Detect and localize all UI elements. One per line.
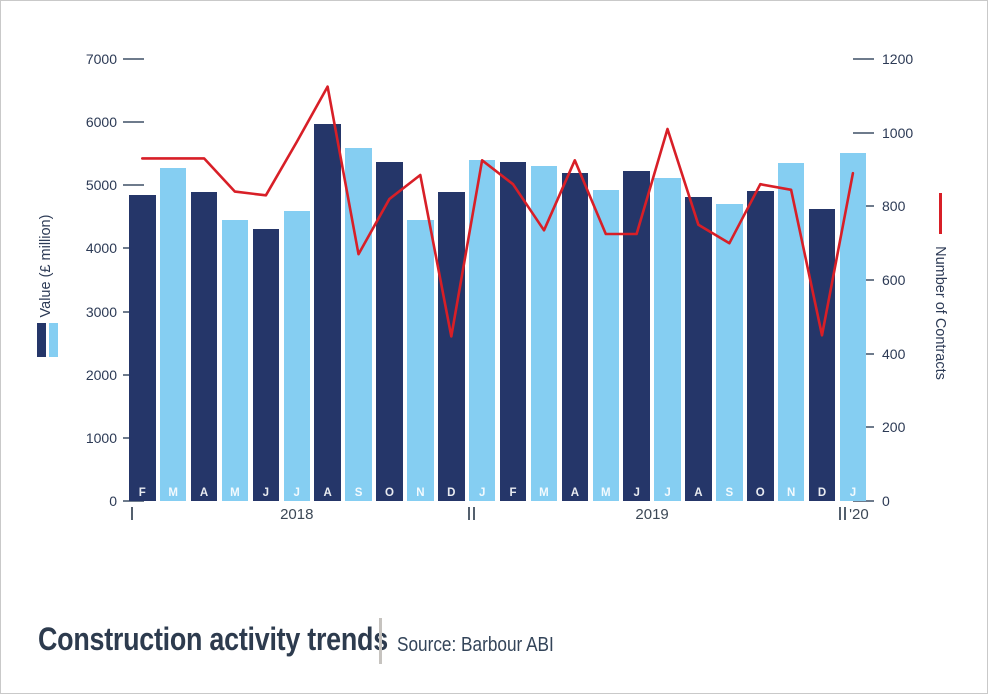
right-axis-tick xyxy=(853,500,874,502)
left-axis-tick-label: 7000 xyxy=(85,51,117,67)
right-axis-title: Number of Contracts xyxy=(932,246,948,380)
year-separator-mark xyxy=(473,507,476,520)
right-axis-tick xyxy=(853,131,874,134)
value-bar: A xyxy=(685,196,712,501)
year-separator-mark xyxy=(467,507,470,520)
month-label: F xyxy=(509,486,517,499)
source-label: Source: Barbour ABI xyxy=(397,634,554,656)
month-label: A xyxy=(323,486,332,499)
year-separator-mark xyxy=(844,507,847,520)
left-axis-tick-label: 1000 xyxy=(85,429,117,446)
value-bar: J xyxy=(468,160,496,501)
value-bar: S xyxy=(345,148,372,501)
month-label: S xyxy=(725,486,734,499)
month-label: M xyxy=(539,486,549,499)
value-bar: N xyxy=(777,163,805,501)
year-label: '20 xyxy=(849,506,869,523)
month-label: O xyxy=(755,486,765,499)
month-label: N xyxy=(416,486,425,499)
right-axis-tick-label: 0 xyxy=(882,493,890,509)
month-label: O xyxy=(384,486,394,499)
value-bar: A xyxy=(314,124,341,501)
value-bar: D xyxy=(808,209,836,501)
value-bar: J xyxy=(839,153,867,501)
right-axis-tick-label: 1000 xyxy=(882,124,914,141)
year-separator-mark xyxy=(131,507,133,520)
month-label: J xyxy=(262,486,270,499)
left-axis-tick-label: 4000 xyxy=(85,240,117,257)
value-bar: M xyxy=(592,189,619,501)
value-bar: M xyxy=(530,166,558,501)
right-axis-tick-label: 800 xyxy=(882,198,906,215)
legend-swatch-dark-bar xyxy=(37,323,46,357)
left-axis-tick xyxy=(123,121,144,124)
value-bar: J xyxy=(252,229,280,501)
month-label: M xyxy=(600,486,611,499)
value-bar: M xyxy=(221,220,249,501)
right-axis-tick xyxy=(853,58,874,60)
right-axis-tick-label: 1200 xyxy=(882,51,914,67)
month-label: J xyxy=(293,486,300,499)
right-axis-tick-label: 200 xyxy=(882,419,906,436)
month-label: M xyxy=(168,486,178,499)
month-label: A xyxy=(199,486,209,499)
left-axis-tick-label: 6000 xyxy=(85,114,117,131)
left-axis-title: Value (£ million) xyxy=(38,214,54,318)
left-axis-tick-label: 2000 xyxy=(85,366,117,383)
left-axis-tick xyxy=(123,500,144,502)
value-bar: M xyxy=(159,168,187,501)
month-label: J xyxy=(633,486,640,499)
page-title: Construction activity trends xyxy=(38,621,388,657)
month-label: M xyxy=(230,486,240,499)
value-bar: D xyxy=(438,191,465,501)
month-label: A xyxy=(694,486,703,499)
left-axis-tick-label: 3000 xyxy=(85,303,117,320)
left-axis-tick xyxy=(123,184,144,187)
month-label: D xyxy=(817,486,827,499)
value-bar: O xyxy=(747,190,774,501)
value-bar: J xyxy=(623,171,650,501)
month-label: J xyxy=(478,486,486,499)
month-label: A xyxy=(570,486,579,499)
year-separator-mark xyxy=(838,507,841,520)
value-bar: F xyxy=(499,161,527,501)
legend-swatch-light-bar xyxy=(49,323,58,357)
month-label: N xyxy=(786,486,796,499)
month-label: J xyxy=(664,486,671,499)
right-axis-tick-label: 600 xyxy=(882,272,906,288)
left-axis-tick-label: 5000 xyxy=(85,177,117,194)
left-axis-tick-label: 0 xyxy=(109,493,117,509)
month-label: S xyxy=(354,486,363,499)
year-label: 2019 xyxy=(635,506,669,523)
title-separator xyxy=(379,618,382,664)
value-bar: N xyxy=(407,220,434,501)
left-axis-tick xyxy=(123,58,144,60)
month-label: F xyxy=(138,486,146,499)
value-bar: A xyxy=(561,172,589,501)
value-bar: F xyxy=(129,194,156,501)
legend-line-mark xyxy=(939,193,942,234)
year-label: 2018 xyxy=(280,506,314,523)
month-label: D xyxy=(447,486,456,499)
value-bar: J xyxy=(654,177,681,501)
value-bar: S xyxy=(716,204,743,501)
value-bar: A xyxy=(190,191,218,501)
value-bar: O xyxy=(376,161,403,501)
right-axis-tick-label: 400 xyxy=(882,345,906,362)
value-bar: J xyxy=(283,210,310,501)
month-label: J xyxy=(849,486,857,499)
